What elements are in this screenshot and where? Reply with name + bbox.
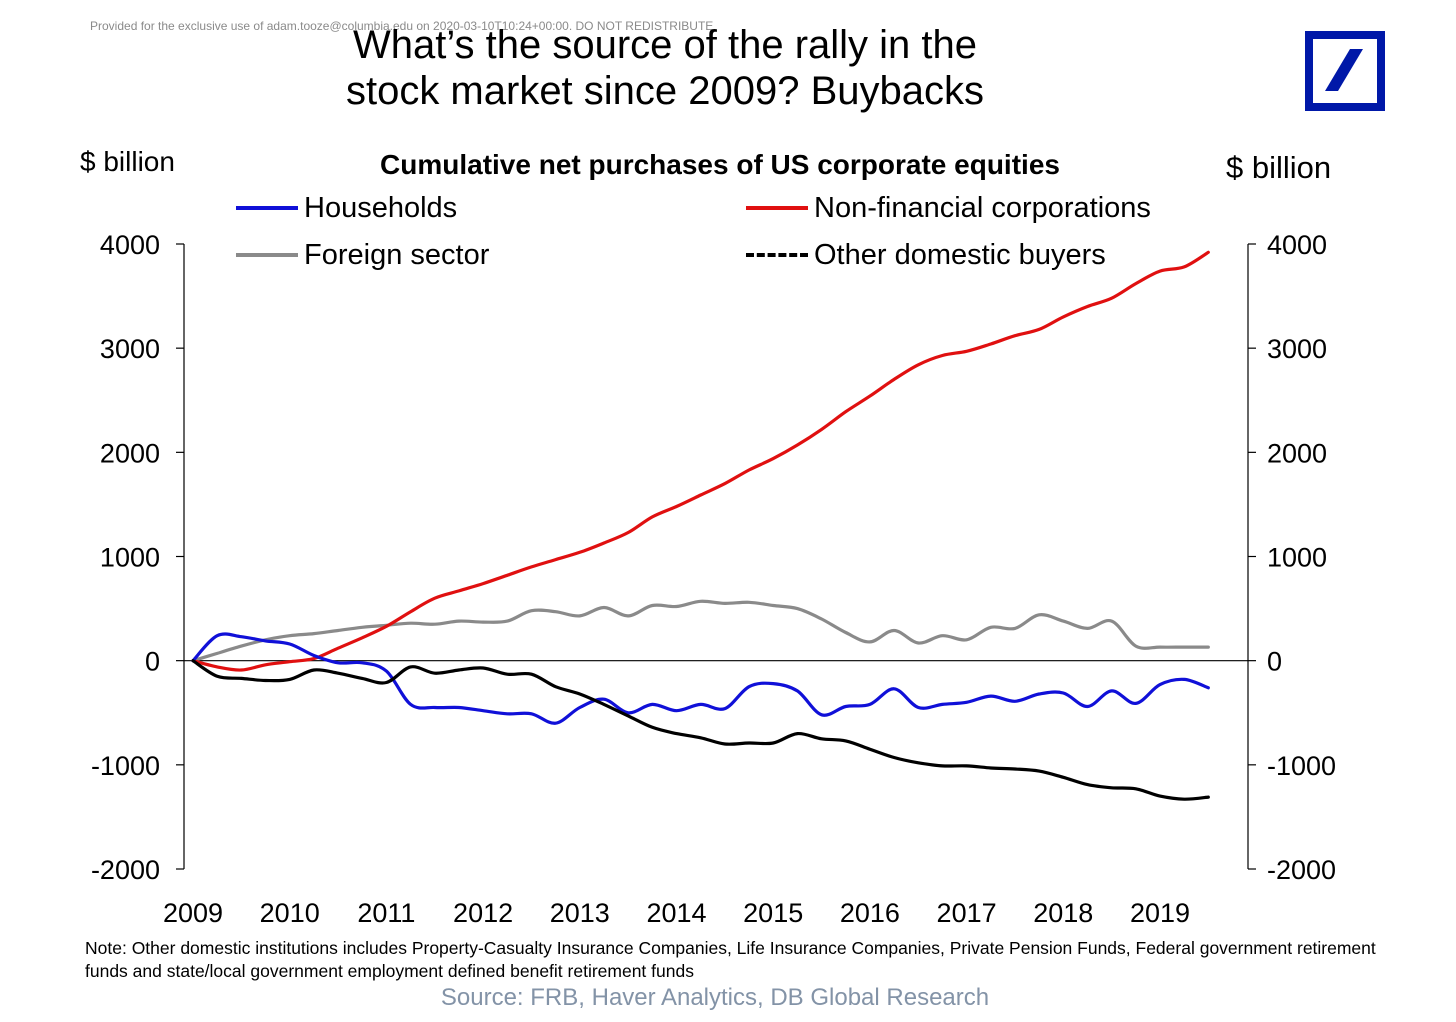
series-line-other — [191, 659, 1210, 801]
x-tick-label: 2009 — [163, 898, 223, 928]
series-line-foreign — [191, 599, 1210, 663]
legend-foreign-swatch — [236, 253, 298, 257]
y-tick-label-left: 2000 — [100, 438, 160, 468]
x-tick-label: 2014 — [646, 898, 706, 928]
legend-nonfinancial: Non-financial corporations — [746, 191, 1151, 225]
y-tick-label-left: 0 — [145, 647, 160, 677]
legend-foreign: Foreign sector — [236, 238, 489, 272]
title-line-1: What’s the source of the rally in the — [352, 23, 978, 67]
x-tick-label: 2011 — [357, 898, 415, 928]
x-tick-label: 2010 — [260, 898, 320, 928]
y-tick-label-left: -1000 — [91, 751, 160, 781]
y-tick-label-right: 3000 — [1267, 334, 1327, 364]
y-tick-label-right: 0 — [1267, 647, 1282, 677]
y-tick-label-right: 4000 — [1267, 230, 1327, 260]
x-tick-label: 2018 — [1033, 898, 1093, 928]
footnote: Note: Other domestic institutions includ… — [85, 938, 1376, 981]
source-line: Source: FRB, Haver Analytics, DB Global … — [440, 984, 990, 1011]
watermark: Provided for the exclusive use of adam.t… — [90, 19, 714, 33]
y-tick-label-left: -2000 — [91, 855, 160, 885]
title-line-2: stock market since 2009? Buybacks — [345, 69, 985, 113]
series-line-households — [191, 632, 1210, 725]
y-axis-right-unit: $ billion — [1226, 150, 1332, 185]
legend-other: Other domestic buyers — [746, 238, 1106, 272]
legend-other-label: Other domestic buyers — [814, 238, 1106, 271]
y-tick-label-right: 1000 — [1267, 543, 1327, 573]
bank-logo — [1305, 31, 1385, 111]
legend-other-swatch — [746, 253, 808, 257]
y-axis-left-unit: $ billion — [80, 146, 175, 177]
x-tick-label: 2017 — [937, 898, 997, 928]
y-tick-label-right: -2000 — [1267, 855, 1336, 885]
x-tick-label: 2012 — [453, 898, 513, 928]
x-tick-label: 2015 — [743, 898, 803, 928]
legend-households-swatch — [236, 206, 298, 210]
legend-nonfinancial-swatch — [746, 206, 808, 210]
legend-foreign-label: Foreign sector — [304, 238, 490, 271]
y-tick-label-right: 2000 — [1267, 438, 1327, 468]
y-tick-label-left: 3000 — [100, 334, 160, 364]
series-line-nonfinancial — [191, 250, 1210, 672]
legend-households: Households — [236, 191, 457, 225]
x-tick-label: 2013 — [550, 898, 610, 928]
legend-nonfinancial-label: Non-financial corporations — [814, 191, 1151, 224]
page-title: What’s the source of the rally in the st… — [270, 22, 1060, 114]
y-tick-label-left: 4000 — [100, 230, 160, 260]
chart-title: Cumulative net purchases of US corporate… — [380, 149, 1060, 180]
y-tick-label-right: -1000 — [1267, 751, 1336, 781]
legend-households-label: Households — [304, 191, 458, 224]
x-tick-label: 2016 — [840, 898, 900, 928]
logo-frame — [1305, 31, 1385, 111]
logo-slash — [1325, 49, 1363, 91]
x-tick-label: 2019 — [1130, 898, 1190, 928]
y-tick-label-left: 1000 — [100, 543, 160, 573]
